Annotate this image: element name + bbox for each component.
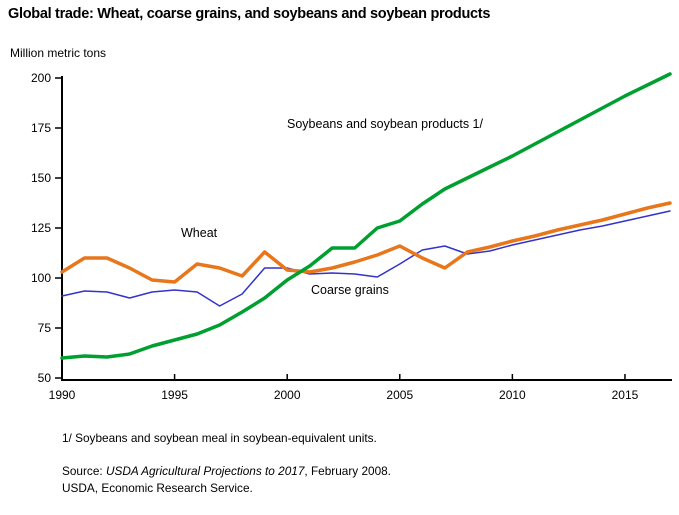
svg-text:2010: 2010 — [499, 388, 526, 402]
svg-text:200: 200 — [31, 71, 51, 85]
svg-text:1990: 1990 — [49, 388, 76, 402]
svg-text:125: 125 — [31, 221, 51, 235]
chart-title: Global trade: Wheat, coarse grains, and … — [8, 6, 491, 22]
svg-text:100: 100 — [31, 271, 51, 285]
source-prefix: Source: — [62, 464, 106, 478]
svg-text:2000: 2000 — [274, 388, 301, 402]
svg-text:1995: 1995 — [161, 388, 188, 402]
source-suffix: , February 2008. — [304, 464, 391, 478]
svg-text:150: 150 — [31, 171, 51, 185]
coarse-grains-line-label: Coarse grains — [311, 283, 389, 297]
source-title-italic: USDA Agricultural Projections to 2017 — [105, 464, 305, 478]
y-axis-unit-label: Million metric tons — [10, 46, 107, 60]
source-line: Source: USDA Agricultural Projections to… — [62, 464, 391, 478]
footnote: 1/ Soybeans and soybean meal in soybean-… — [62, 431, 377, 445]
chart-canvas: 50 75 100 125 150 175 200 1990 1995 2000 2005 2010 2… — [31, 71, 672, 402]
axis-group: 50 75 100 125 150 175 200 1990 1995 2000 2005 2010 2… — [31, 71, 672, 402]
svg-text:50: 50 — [38, 371, 52, 385]
coarse-grains-line — [61, 210, 671, 307]
source-line-2: USDA, Economic Research Service. — [62, 481, 253, 495]
svg-text:2005: 2005 — [386, 388, 413, 402]
svg-text:2015: 2015 — [612, 388, 639, 402]
soybeans-line-label: Soybeans and soybean products 1/ — [287, 117, 483, 131]
svg-text:75: 75 — [38, 321, 52, 335]
wheat-line — [60, 201, 672, 284]
wheat-line-label: Wheat — [181, 226, 218, 240]
svg-text:175: 175 — [31, 121, 51, 135]
soybeans-line — [60, 72, 672, 360]
